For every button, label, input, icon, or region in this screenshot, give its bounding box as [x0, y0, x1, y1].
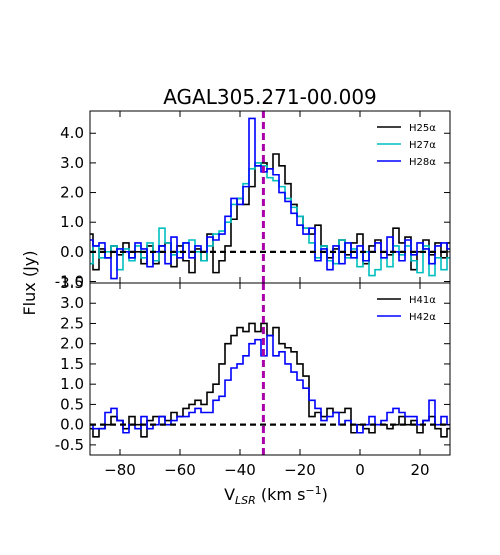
top-legend-label: H27α [409, 140, 436, 151]
top-y-tick-label: 1.0 [60, 213, 84, 231]
top-y-tick-label: 2.0 [60, 184, 84, 202]
bottom-series-h41-line [90, 322, 450, 438]
bottom-panel: -0.5 0.0 0.5 1.0 1.5 2.0 2.5 3.0 3.5 −80 −60 −40 −20… [55, 274, 451, 479]
x-axis-label-unit: (km s [256, 485, 306, 504]
bottom-y-tick-label: 2.5 [60, 314, 84, 332]
top-legend-label: H28α [409, 157, 436, 168]
x-tick-label: −40 [224, 461, 256, 479]
bottom-y-tick-label: 2.0 [60, 335, 84, 353]
x-axis-label-close: ) [322, 485, 328, 504]
top-series-h27-line [90, 162, 450, 277]
bottom-axes-frame [89, 282, 451, 456]
x-axis-label-main: V [224, 485, 235, 504]
x-tick-label: −80 [104, 461, 136, 479]
top-y-tick-label: 0.0 [60, 243, 84, 261]
chart-title: AGAL305.271-00.009 [163, 85, 377, 109]
bottom-legend-label: H41α [409, 295, 436, 306]
top-y-tick-label: -1.0 [55, 273, 84, 291]
x-tick-label: −20 [284, 461, 316, 479]
bottom-y-tick-label: 3.5 [60, 274, 84, 292]
bottom-legend-label: H42α [409, 312, 436, 323]
bottom-y-tick-label: -0.5 [55, 436, 84, 454]
x-axis-label: VLSR (km s−1) [224, 484, 328, 507]
bottom-y-tick-label: 3.0 [60, 294, 84, 312]
top-panel: -1.0 0.0 1.0 2.0 3.0 4.0 H25α H27α H28α [55, 110, 451, 291]
bottom-y-tick-label: 1.0 [60, 375, 84, 393]
bottom-y-tick-label: 1.5 [60, 355, 84, 373]
x-axis-label-superscript: −1 [305, 484, 321, 497]
y-axis-label: Flux (Jy) [20, 250, 39, 315]
top-legend-label: H25α [409, 123, 436, 134]
x-tick-label: −60 [164, 461, 196, 479]
bottom-y-tick-label: 0.0 [60, 416, 84, 434]
bottom-plot-area [90, 283, 450, 455]
x-tick-label: 0 [355, 461, 365, 479]
top-series-h28-line [90, 117, 450, 280]
top-y-tick-label: 3.0 [60, 154, 84, 172]
top-plot-area [90, 111, 450, 283]
top-series-h25-line [90, 153, 450, 274]
top-y-tick-label: 4.0 [60, 124, 84, 142]
bottom-series-h42-line [90, 334, 450, 434]
x-tick-label: 20 [410, 461, 429, 479]
x-axis-label-subscript: LSR [235, 494, 256, 507]
bottom-y-tick-label: 0.5 [60, 395, 84, 413]
